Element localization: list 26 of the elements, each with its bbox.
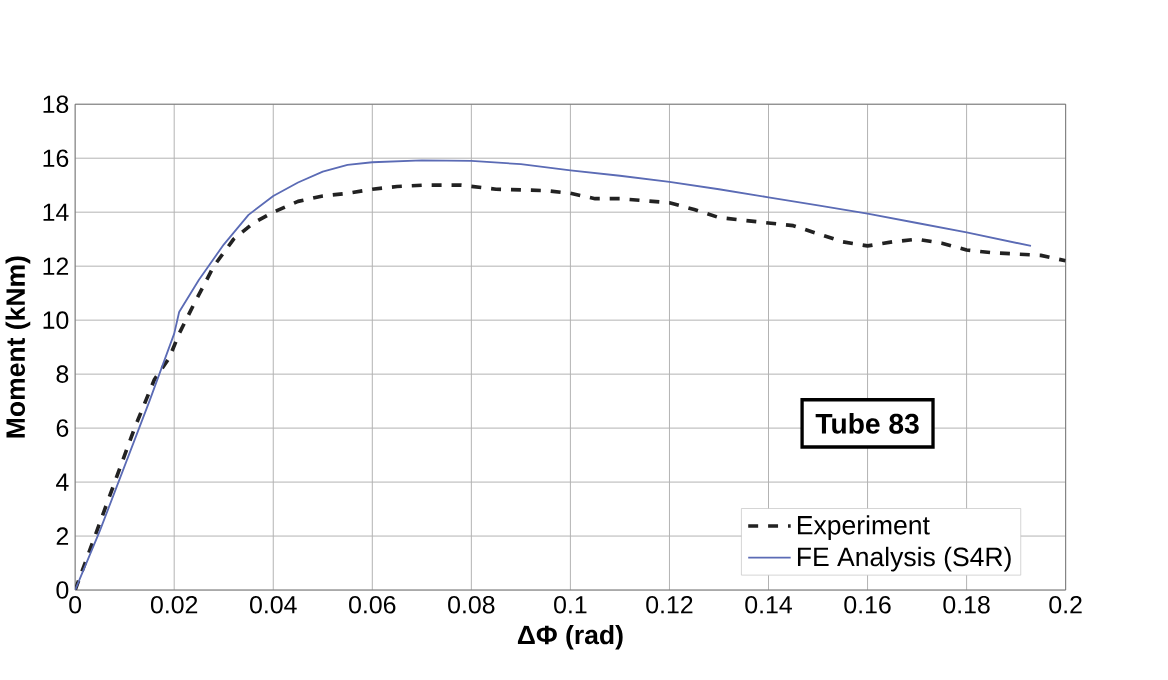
y-tick-label: 6 [56, 419, 69, 438]
x-tick-label: 0.04 [250, 596, 297, 614]
y-axis-title: Moment (kNm) [5, 256, 31, 438]
legend-label: Experiment [797, 515, 930, 541]
y-tick-label: 0 [56, 581, 69, 599]
x-tick-label: 0.2 [1049, 596, 1082, 614]
y-tick-label: 8 [56, 365, 69, 384]
x-tick-label: 0 [69, 596, 82, 614]
y-tick-label: 2 [56, 527, 69, 545]
y-tick-label: 4 [56, 473, 69, 491]
x-tick-label: 0.14 [745, 596, 792, 614]
x-tick-label: 0.12 [646, 596, 693, 614]
x-tick-label: 0.18 [943, 596, 990, 614]
legend-label: FE Analysis (S4R) [797, 546, 1011, 572]
x-tick-label: 0.1 [554, 596, 587, 614]
y-tick-label: 12 [43, 257, 69, 276]
x-tick-label: 0.02 [150, 596, 198, 614]
x-tick-label: 0.06 [349, 596, 396, 614]
y-tick-label: 10 [43, 311, 69, 330]
x-axis-title: ΔΦ (rad) [517, 625, 623, 650]
x-tick-label: 0.08 [448, 596, 495, 614]
y-tick-label: 18 [43, 95, 69, 114]
y-tick-label: 14 [43, 203, 69, 221]
y-tick-label: 16 [43, 149, 69, 168]
annotation: Tube 83 [815, 413, 919, 434]
x-tick-label: 0.16 [844, 596, 891, 614]
